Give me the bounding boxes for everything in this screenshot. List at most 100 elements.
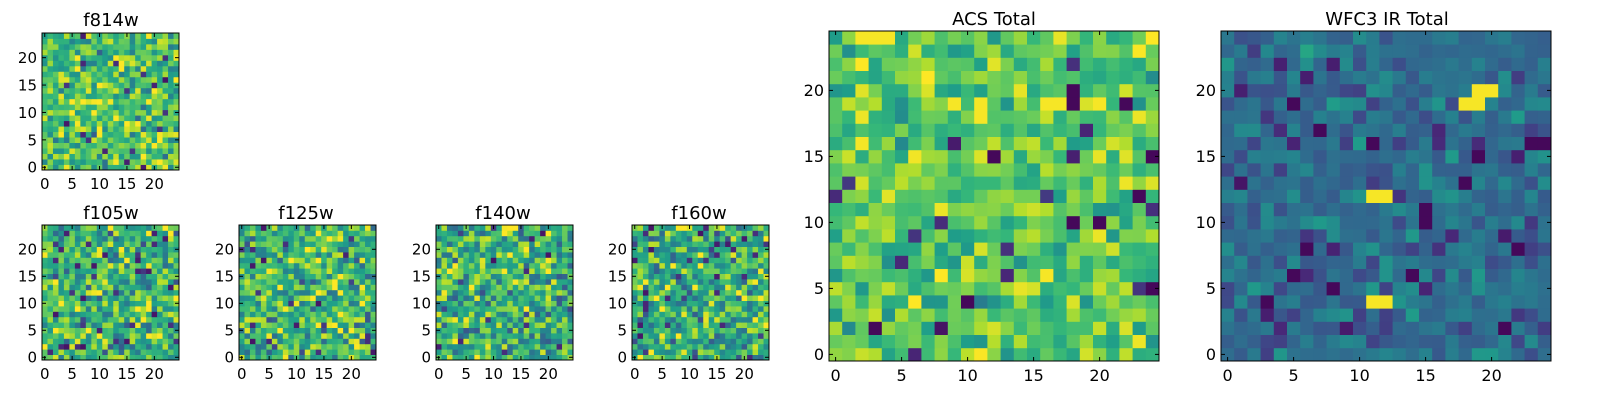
- heatmap-cell: [365, 300, 371, 307]
- heatmap-cell: [63, 354, 70, 361]
- heatmap-cell: [1053, 202, 1067, 217]
- heatmap-cell: [162, 306, 169, 312]
- heatmap-cell: [1326, 176, 1341, 190]
- heatmap-cell: [714, 273, 721, 280]
- heatmap-cell: [1524, 347, 1539, 362]
- heatmap-cell: [52, 38, 59, 45]
- heatmap-cell: [255, 295, 262, 301]
- heatmap-cell: [69, 284, 76, 291]
- heatmap-cell: [534, 262, 541, 269]
- heatmap-cell: [365, 354, 371, 361]
- heatmap-cell: [343, 268, 349, 274]
- heatmap-cell: [52, 131, 59, 138]
- heatmap-cell: [642, 343, 649, 350]
- heatmap-cell: [1392, 70, 1407, 85]
- heatmap-cell: [725, 268, 732, 274]
- heatmap-cell: [249, 349, 256, 355]
- heatmap-cell: [736, 273, 742, 280]
- heatmap-cell: [1326, 308, 1341, 322]
- heatmap-cell: [545, 273, 552, 280]
- heatmap-cell: [348, 252, 355, 258]
- heatmap-cell: [47, 153, 54, 160]
- heatmap-cell: [1353, 255, 1367, 269]
- heatmap-cell: [1313, 308, 1327, 322]
- heatmap-cell: [288, 295, 295, 301]
- y-tick-label: 0: [421, 349, 431, 367]
- heatmap-cell: [348, 311, 355, 318]
- heatmap-cell: [1419, 31, 1433, 45]
- heatmap-cell: [315, 230, 322, 237]
- heatmap-cell: [1392, 123, 1407, 137]
- heatmap-cell: [741, 262, 748, 269]
- heatmap-cell: [725, 311, 732, 318]
- heatmap-cell: [58, 268, 65, 274]
- heatmap-cell: [310, 284, 317, 291]
- heatmap-cell: [304, 252, 311, 258]
- heatmap-cell: [562, 262, 568, 269]
- heatmap-cell: [1511, 215, 1525, 230]
- heatmap-cell: [74, 343, 81, 350]
- heatmap-cell: [1326, 295, 1341, 309]
- heatmap-cell: [736, 311, 742, 318]
- heatmap-cell: [1040, 83, 1054, 98]
- heatmap-cell: [463, 295, 470, 301]
- heatmap-cell: [135, 225, 142, 231]
- heatmap-cell: [714, 262, 721, 269]
- heatmap-cell: [1339, 215, 1354, 230]
- heatmap-cell: [1079, 308, 1094, 322]
- heatmap-cell: [485, 268, 492, 274]
- x-tick-label: 5: [264, 365, 274, 383]
- heatmap-cell: [140, 159, 147, 165]
- heatmap-cell: [1379, 31, 1393, 45]
- heatmap-cell: [881, 334, 896, 349]
- heatmap-cell: [556, 257, 563, 264]
- heatmap-cell: [365, 322, 371, 328]
- heatmap-cell: [1273, 229, 1288, 243]
- heatmap-cell: [436, 252, 442, 258]
- heatmap-cell: [113, 87, 120, 94]
- heatmap-cell: [168, 82, 174, 89]
- heatmap-cell: [855, 70, 869, 85]
- heatmap-cell: [343, 295, 349, 301]
- heatmap-cell: [118, 284, 125, 291]
- heatmap-cell: [681, 246, 688, 253]
- heatmap-cell: [107, 327, 114, 334]
- x-tick-label: 5: [657, 365, 667, 383]
- heatmap-cell: [518, 333, 525, 339]
- heatmap-cell: [556, 333, 563, 339]
- heatmap-cell: [692, 306, 699, 312]
- heatmap-cell: [485, 252, 492, 258]
- heatmap-cell: [326, 338, 333, 345]
- heatmap-cell: [343, 306, 349, 312]
- heatmap-cell: [47, 43, 54, 50]
- heatmap-cell: [1000, 136, 1015, 151]
- heatmap-cell: [474, 241, 481, 247]
- heatmap-cell: [42, 295, 48, 301]
- heatmap-cell: [730, 268, 737, 274]
- heatmap-cell: [567, 284, 574, 291]
- heatmap-cell: [321, 273, 328, 280]
- heatmap-cell: [747, 338, 753, 345]
- heatmap-cell: [1027, 70, 1041, 85]
- heatmap-cell: [42, 98, 48, 105]
- heatmap-cell: [332, 354, 339, 361]
- heatmap-cell: [47, 225, 54, 231]
- heatmap-cell: [1419, 110, 1433, 124]
- heatmap-cell: [974, 255, 988, 269]
- heatmap-cell: [102, 338, 109, 345]
- heatmap-cell: [359, 246, 366, 253]
- heatmap-cell: [659, 284, 666, 291]
- heatmap-cell: [47, 235, 54, 242]
- heatmap-cell: [529, 257, 536, 264]
- heatmap-cell: [642, 327, 649, 334]
- heatmap-cell: [140, 333, 147, 339]
- heatmap-cell: [1392, 163, 1407, 177]
- heatmap-cell: [703, 343, 710, 350]
- heatmap-cell: [129, 300, 136, 307]
- heatmap-cell: [1445, 295, 1459, 309]
- heatmap-cell: [359, 343, 366, 350]
- heatmap-cell: [96, 349, 103, 355]
- heatmap-cell: [714, 257, 721, 264]
- heatmap-cell: [162, 87, 169, 94]
